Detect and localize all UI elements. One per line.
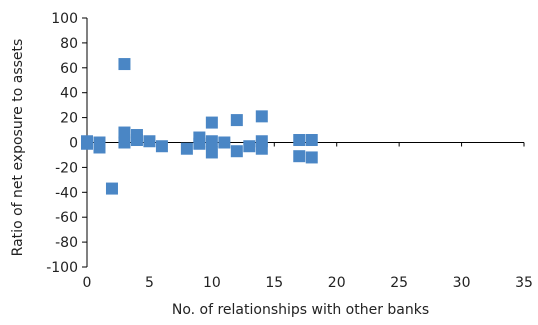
y-tick-label: -100 <box>46 260 78 276</box>
data-point <box>118 58 131 71</box>
data-point <box>143 135 156 148</box>
y-tick-label: -60 <box>55 210 78 226</box>
data-point <box>305 134 318 147</box>
y-tick-label: 0 <box>69 136 78 152</box>
x-tick-label: 0 <box>83 275 92 291</box>
data-point <box>255 135 268 148</box>
data-point <box>155 140 168 153</box>
x-axis-title: No. of relationships with other banks <box>172 302 429 318</box>
data-point <box>180 142 193 155</box>
y-tick-label: -20 <box>55 160 78 176</box>
data-point <box>205 116 218 129</box>
data-point <box>205 135 218 148</box>
y-tick-label: -80 <box>55 235 78 251</box>
data-point <box>130 134 143 147</box>
x-tick-label: 25 <box>390 275 408 291</box>
data-point <box>193 137 206 150</box>
data-point <box>293 134 306 147</box>
tick-labels: 100 80 60 40 20 0 -20 -40 -60 -80 -100 0 5 10 15 20 25 30… <box>46 11 533 291</box>
y-tick-label: 60 <box>60 61 78 77</box>
data-point <box>255 142 268 155</box>
data-point <box>305 151 318 164</box>
y-tick-label: 20 <box>60 111 78 127</box>
data-point <box>205 146 218 159</box>
y-tick-label: 100 <box>51 11 78 27</box>
data-point <box>230 114 243 127</box>
data-point <box>105 182 118 195</box>
data-point <box>243 140 256 153</box>
y-axis-title: Ratio of net exposure to assets <box>10 39 26 257</box>
x-tick-label: 5 <box>145 275 154 291</box>
data-point <box>255 110 268 123</box>
data-point <box>118 126 131 139</box>
x-tick-label: 35 <box>515 275 533 291</box>
data-point <box>118 136 131 149</box>
y-tick-label: 40 <box>60 86 78 102</box>
data-points <box>81 58 318 195</box>
x-tick-label: 20 <box>328 275 346 291</box>
y-tick-label: 80 <box>60 36 78 52</box>
data-point <box>81 137 93 150</box>
y-tick-label: -40 <box>55 185 78 201</box>
data-point <box>230 145 243 158</box>
x-tick-label: 10 <box>203 275 221 291</box>
x-tick-label: 30 <box>453 275 471 291</box>
data-point <box>293 150 306 163</box>
data-point <box>93 141 106 154</box>
data-point <box>218 136 231 149</box>
x-tick-label: 15 <box>265 275 283 291</box>
